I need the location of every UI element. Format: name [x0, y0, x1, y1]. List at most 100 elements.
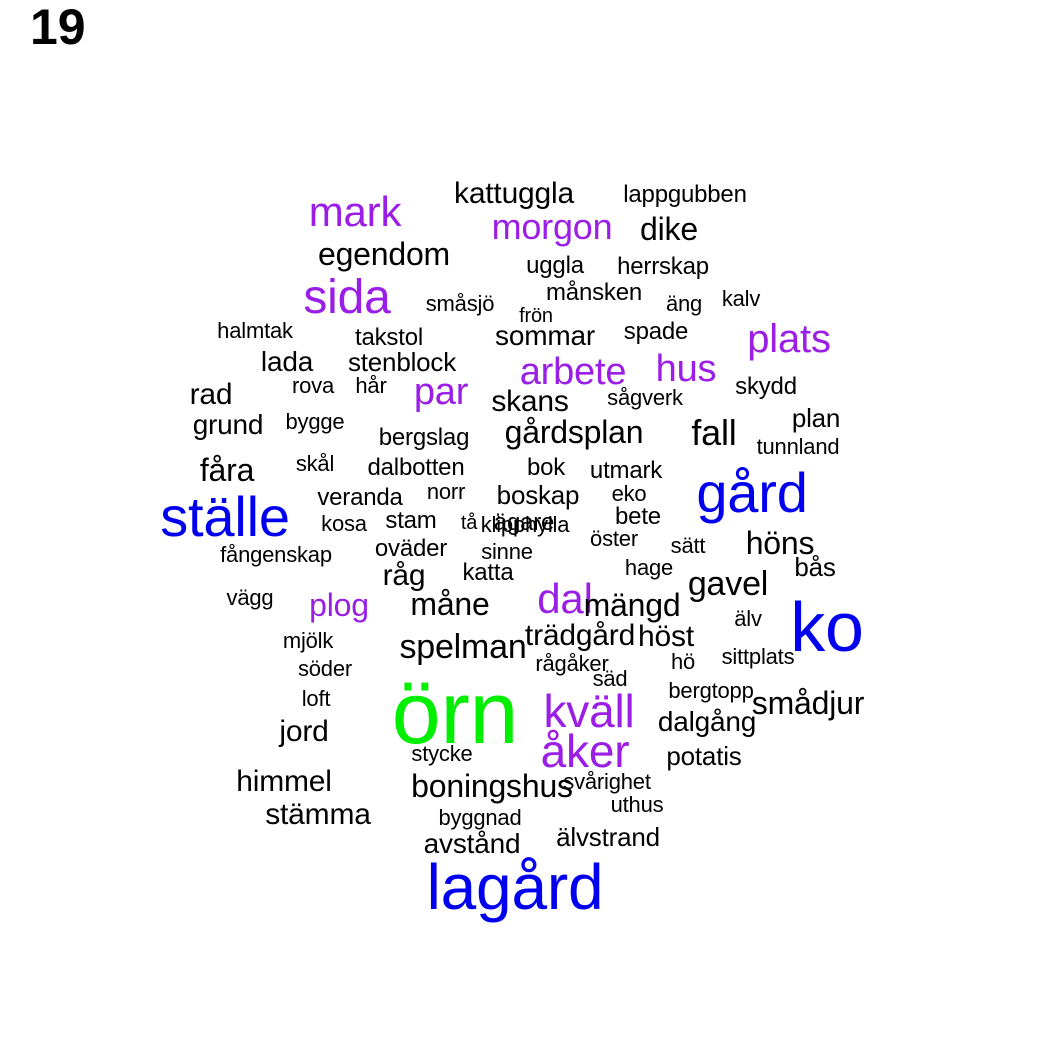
word-cloud-term: sida — [303, 271, 391, 324]
word-cloud-term: arbete — [519, 351, 627, 393]
word-cloud-term: klipphylla — [480, 512, 570, 537]
word-cloud-term: lagård — [426, 851, 604, 923]
word-cloud-term: säd — [592, 666, 628, 691]
word-cloud-term: loft — [301, 686, 331, 711]
word-cloud-term: stycke — [411, 741, 473, 766]
word-cloud-term: norr — [426, 479, 466, 504]
word-cloud-term: lada — [260, 346, 314, 377]
word-cloud-term: mark — [308, 188, 402, 235]
word-cloud-term: boningshus — [411, 768, 573, 804]
word-cloud-term: kväll — [543, 685, 635, 737]
word-cloud-term: dalbotten — [367, 454, 465, 481]
word-cloud-term: höns — [745, 525, 815, 561]
word-cloud-term: vägg — [226, 585, 274, 610]
word-cloud-term: mjölk — [282, 628, 334, 653]
word-cloud-term: veranda — [317, 484, 403, 511]
word-cloud-term: gårdsplan — [504, 414, 644, 450]
word-cloud-term: ägare — [493, 509, 555, 536]
word-cloud-term: sätt — [670, 533, 706, 558]
word-cloud-term: månsken — [546, 279, 642, 306]
word-cloud-term: dalgång — [657, 706, 757, 737]
word-cloud-term: bergtopp — [668, 678, 754, 703]
word-cloud-term: skål — [295, 451, 335, 476]
word-cloud-term: gård — [696, 461, 808, 524]
word-cloud-term: sinne — [481, 539, 533, 564]
word-cloud-term: stämma — [265, 798, 371, 831]
word-cloud-term: stam — [385, 507, 437, 534]
word-cloud-term: plan — [791, 403, 841, 433]
word-cloud-term: uggla — [526, 252, 584, 279]
word-cloud-term: sågverk — [607, 385, 683, 410]
panel-number: 19 — [30, 0, 86, 55]
word-cloud-term: hår — [355, 373, 387, 398]
word-cloud-term: spade — [623, 318, 689, 345]
word-cloud-term: fall — [691, 412, 737, 453]
word-cloud-term: sommar — [495, 320, 595, 351]
word-cloud-term: småsjö — [425, 291, 495, 316]
word-cloud-term: smådjur — [751, 685, 865, 721]
word-cloud-term: gavel — [687, 565, 769, 603]
word-cloud-term: kattuggla — [454, 177, 574, 210]
word-cloud-term: bergslag — [378, 424, 470, 451]
word-cloud-term: halmtak — [217, 318, 293, 343]
word-cloud-term: älv — [734, 606, 762, 631]
word-cloud-term: hö — [670, 649, 696, 674]
word-cloud-term: par — [413, 371, 469, 413]
word-cloud-term: öster — [590, 526, 638, 551]
word-cloud-term: hus — [655, 348, 717, 390]
word-cloud-term: råg — [382, 559, 426, 592]
word-cloud-term: svårighet — [563, 769, 651, 794]
word-cloud-term: eko — [611, 481, 647, 506]
word-cloud-term: takstol — [355, 324, 423, 351]
word-cloud-term: avstånd — [423, 828, 521, 859]
word-cloud-term: älvstrand — [556, 822, 660, 852]
word-cloud-term: frön — [519, 305, 553, 327]
word-cloud-term: tunnland — [756, 434, 840, 459]
word-cloud-term: måne — [410, 586, 490, 622]
word-cloud-term: herrskap — [617, 253, 709, 280]
word-cloud-term: rågåker — [535, 651, 609, 676]
word-cloud-term: söder — [297, 656, 353, 681]
word-cloud-term: örn — [391, 663, 519, 762]
word-cloud-term: dal — [537, 575, 593, 622]
word-cloud-term: kosa — [321, 511, 367, 536]
word-cloud-term: rova — [292, 373, 334, 398]
word-cloud-term: höst — [638, 620, 694, 653]
word-cloud-term: skans — [491, 385, 569, 418]
word-cloud-term: morgon — [491, 206, 613, 247]
word-cloud-term: dike — [640, 211, 698, 247]
word-cloud-term: rad — [189, 378, 233, 411]
word-cloud-term: skydd — [735, 373, 797, 400]
word-cloud-term: bås — [794, 552, 836, 582]
word-cloud-term: bygge — [285, 409, 345, 434]
word-cloud-term: boskap — [496, 480, 580, 510]
word-cloud-term: sittplats — [721, 644, 795, 669]
word-cloud-term: stenblock — [347, 347, 457, 377]
word-cloud-term: byggnad — [438, 805, 522, 830]
word-cloud-term: spelman — [399, 628, 527, 666]
word-cloud-term: mängd — [583, 587, 681, 623]
word-cloud-term: bok — [526, 454, 566, 481]
word-cloud-term: uthus — [610, 792, 664, 817]
word-cloud-term: tå — [460, 512, 478, 534]
word-cloud-term: kalv — [721, 286, 761, 311]
word-cloud-term: katta — [462, 559, 514, 586]
word-cloud-term: potatis — [666, 741, 742, 771]
word-cloud-term: åker — [540, 725, 630, 777]
word-cloud-term: fångenskap — [220, 542, 332, 567]
word-cloud-term: trädgård — [524, 619, 636, 652]
word-cloud-term: ko — [790, 588, 864, 666]
word-cloud-term: egendom — [317, 236, 451, 272]
word-cloud-term: himmel — [236, 765, 332, 798]
word-cloud-term: ställe — [160, 485, 290, 548]
word-cloud-term: hage — [624, 555, 674, 580]
word-cloud-term: plats — [747, 317, 831, 361]
word-cloud-term: lappgubben — [623, 181, 747, 208]
word-cloud-term: bete — [615, 503, 661, 530]
word-cloud-term: plog — [309, 587, 369, 623]
word-cloud-term: fåra — [199, 452, 255, 488]
word-cloud-term: grund — [192, 409, 264, 440]
word-cloud-term: äng — [665, 291, 703, 316]
word-cloud-term: utmark — [589, 457, 663, 484]
